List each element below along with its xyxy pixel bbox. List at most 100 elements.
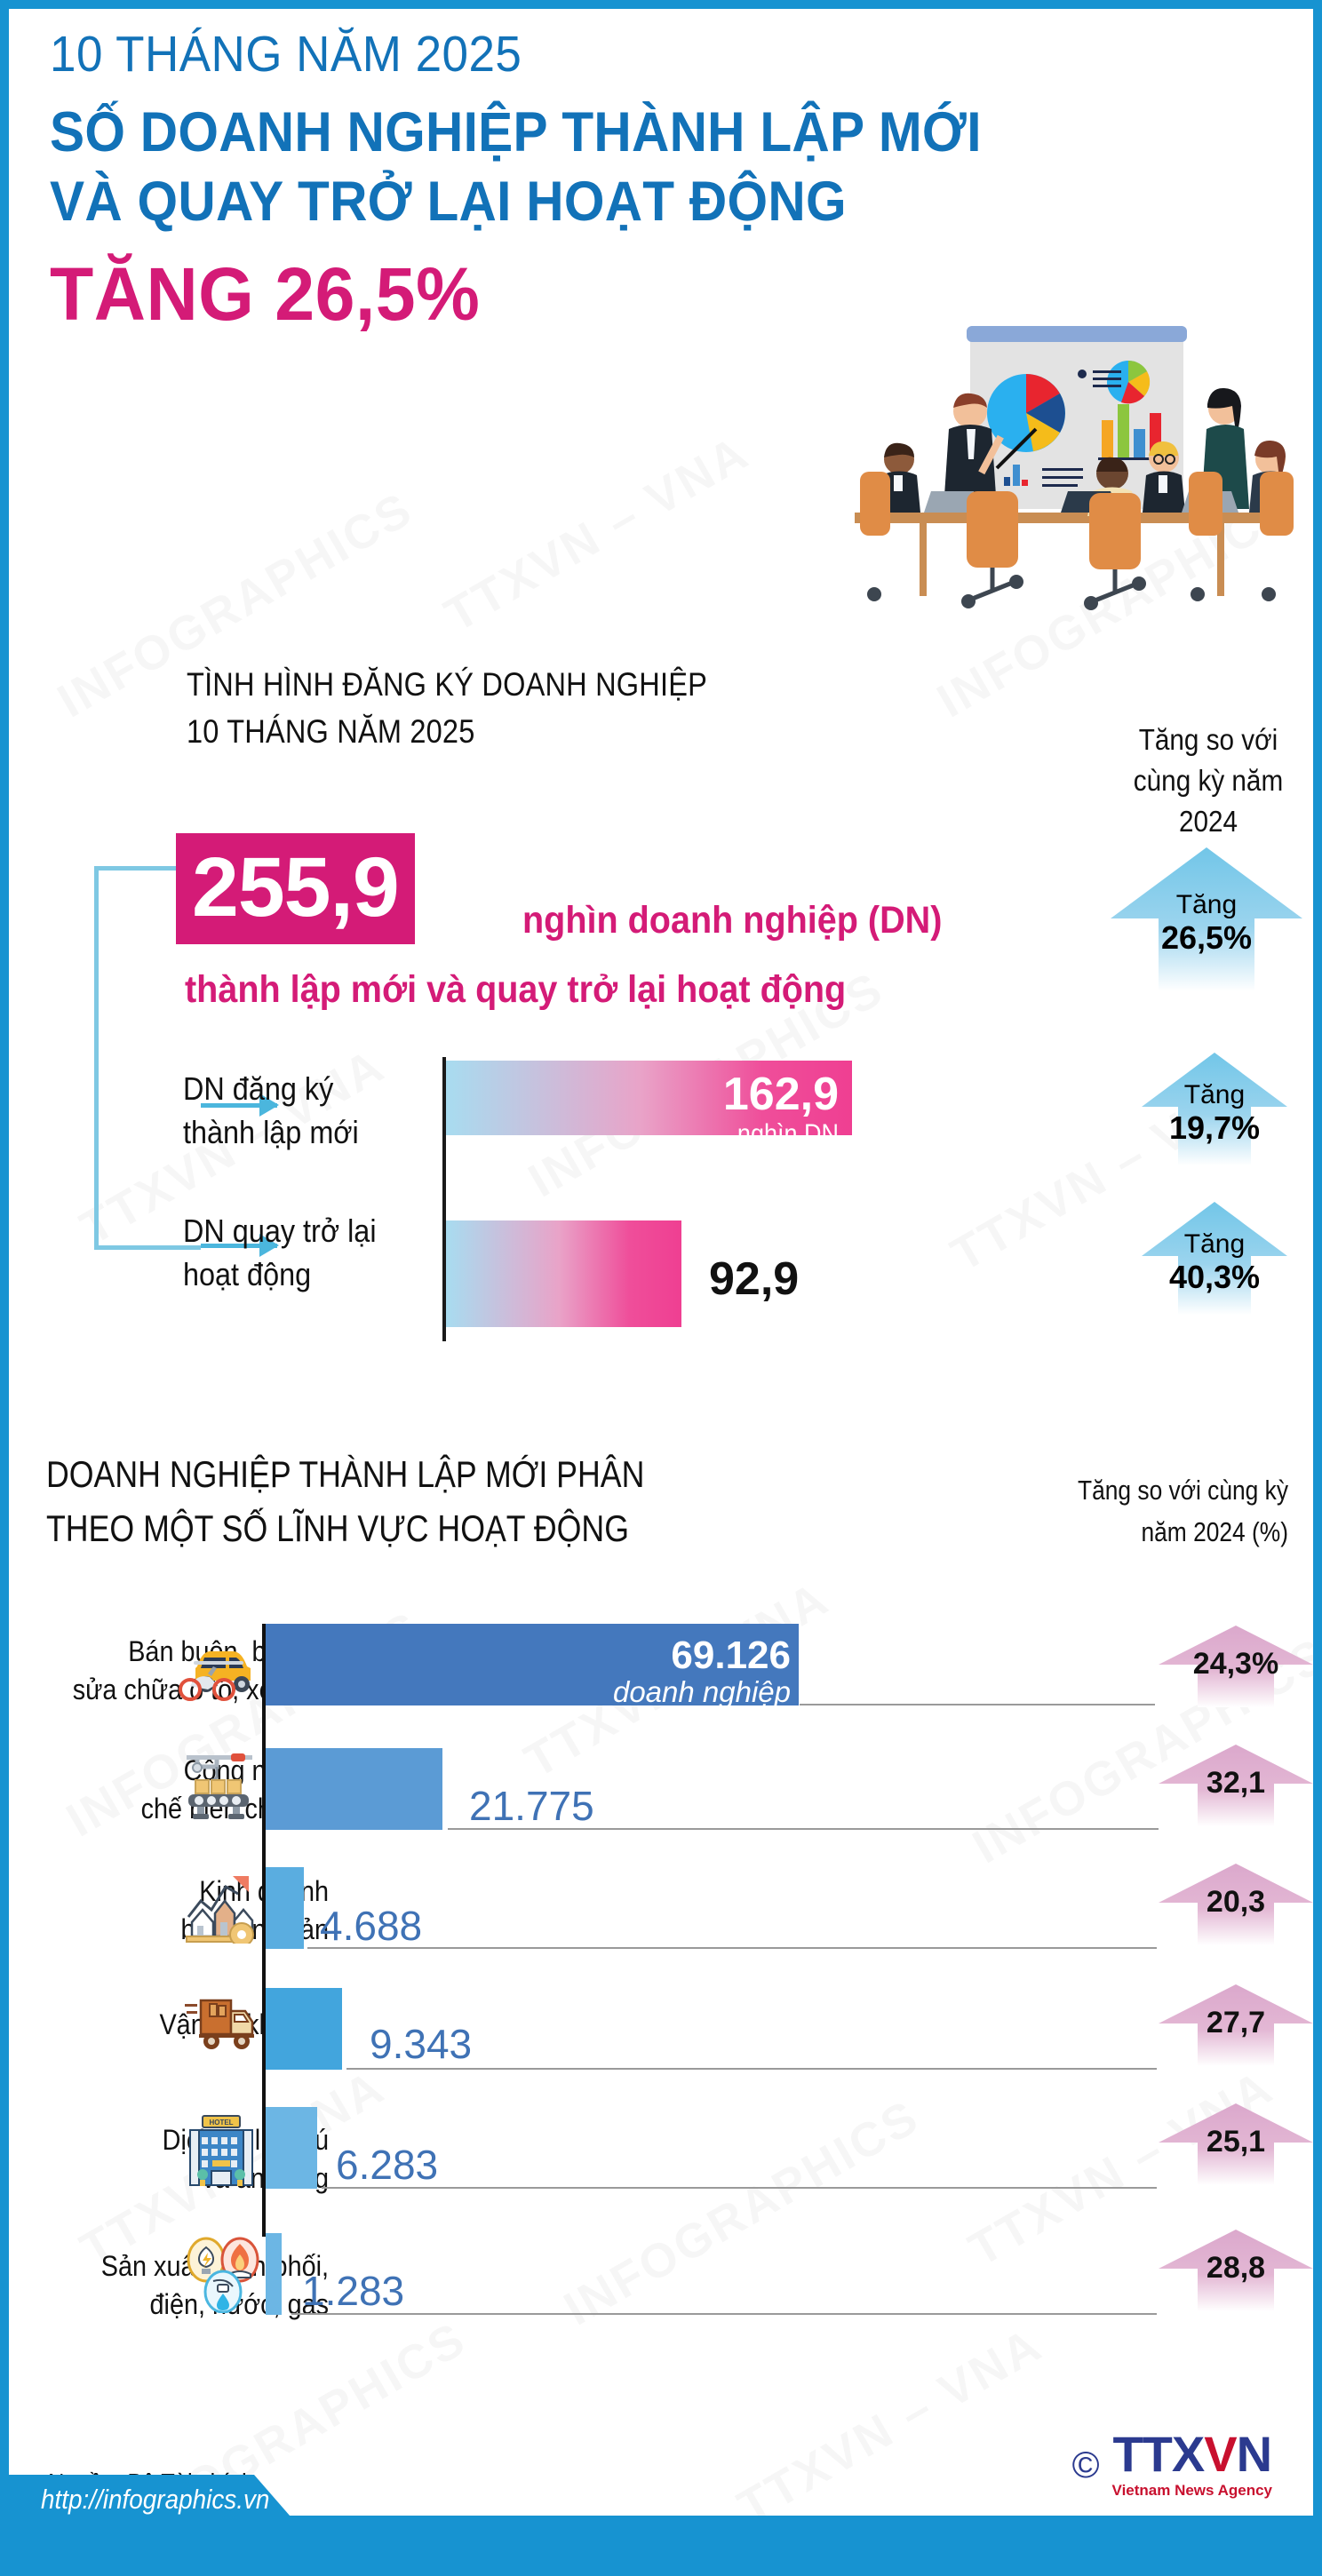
section2-compare-header: Tăng so với cùng kỳ năm 2024 (%)	[1062, 1470, 1288, 1553]
header-title-line2: VÀ QUAY TRỞ LẠI HOẠT ĐỘNG	[50, 171, 847, 234]
section1-bar-value-0: 162,9	[722, 1069, 839, 1120]
section2-bar-4	[266, 2107, 317, 2189]
leader-line-1	[448, 1828, 1159, 1830]
leader-line-2	[307, 1947, 1157, 1949]
growth-value-sector-5: 28,8	[1206, 2251, 1266, 2285]
up-arrow-icon	[1159, 1864, 1313, 1945]
growth-label-1: Tăng	[1183, 1229, 1246, 1259]
growth-arrow-row-1: Tăng 40,3%	[1139, 1199, 1290, 1316]
growth-label-total: Tăng	[1175, 890, 1238, 919]
header-date: 10 THÁNG NĂM 2025	[50, 26, 522, 83]
growth-arrow-sector-3: 27,7	[1157, 1983, 1313, 2068]
growth-value-total: 26,5%	[1160, 918, 1253, 956]
up-arrow-icon	[1159, 1626, 1313, 1707]
growth-arrow-total: Tăng 26,5%	[1107, 844, 1306, 993]
section2-bar-value-4: 6.283	[336, 2142, 439, 2188]
section1-title: TÌNH HÌNH ĐĂNG KÝ DOANH NGHIỆP 10 THÁNG …	[187, 662, 707, 755]
compare-header-line2: cùng kỳ năm 2024	[1133, 764, 1284, 839]
section2-bar-value-5: 1.283	[302, 2268, 405, 2314]
headline-unit: nghìn doanh nghiệp (DN)	[522, 899, 943, 942]
footer-url[interactable]: http://infographics.vn	[41, 2484, 270, 2515]
factory-conveyor-icon	[181, 1750, 258, 1821]
section1-row-label-0: DN đăng ký thành lập mới	[183, 1068, 359, 1154]
bracket-connector	[94, 866, 201, 1250]
growth-arrow-sector-0: 24,3%	[1157, 1624, 1313, 1709]
row-label-line2: hoạt động	[183, 1255, 312, 1292]
growth-arrow-sector-5: 28,8	[1157, 2228, 1313, 2313]
up-arrow-icon	[1142, 1053, 1287, 1165]
copyright-icon: ©	[1071, 2443, 1100, 2485]
growth-value-sector-1: 32,1	[1206, 1766, 1266, 1800]
up-arrow-icon	[1159, 1745, 1313, 1826]
growth-arrow-row-0: Tăng 19,7%	[1139, 1050, 1290, 1167]
up-arrow-icon	[1111, 847, 1302, 991]
header-title-line1: SỐ DOANH NGHIỆP THÀNH LẬP MỚI	[50, 100, 982, 163]
up-arrow-icon	[1159, 1984, 1313, 2066]
section2-bar-2	[266, 1867, 304, 1949]
section2-bar-0	[266, 1624, 799, 1705]
growth-label-0: Tăng	[1183, 1080, 1246, 1109]
section2-bar-value-1: 21.775	[469, 1783, 594, 1829]
growth-value-sector-3: 27,7	[1206, 2006, 1266, 2039]
section2-title-line1: DOANH NGHIỆP THÀNH LẬP MỚI PHÂN	[46, 1453, 645, 1495]
page-header: 10 THÁNG NĂM 2025 SỐ DOANH NGHIỆP THÀNH …	[50, 28, 1294, 335]
section2-bar-1	[266, 1748, 442, 1830]
section2-title: DOANH NGHIỆP THÀNH LẬP MỚI PHÂN THEO MỘT…	[46, 1448, 644, 1556]
watermark: TTXVN – VNA	[435, 425, 759, 643]
growth-value-sector-4: 25,1	[1206, 2125, 1266, 2159]
growth-arrow-sector-2: 20,3	[1157, 1862, 1313, 1947]
footer-bar	[9, 2516, 1313, 2567]
section2-compare-line1: Tăng so với cùng kỳ	[1078, 1475, 1288, 1506]
growth-value-1: 40,3%	[1168, 1258, 1261, 1295]
watermark: TTXVN – VNA	[729, 2317, 1052, 2535]
up-arrow-icon	[1142, 1202, 1287, 1315]
section1-compare-header: Tăng so với cùng kỳ năm 2024	[1112, 720, 1304, 843]
leader-line-0	[800, 1704, 1155, 1705]
up-arrow-icon	[1159, 2103, 1313, 2185]
section1-bar-value-1: 92,9	[709, 1253, 800, 1305]
section2-compare-line2: năm 2024 (%)	[1141, 1515, 1288, 1547]
section2-axis	[262, 1624, 266, 2237]
growth-arrow-sector-1: 32,1	[1157, 1743, 1313, 1828]
section2-bar-value-0: 69.126	[671, 1634, 791, 1677]
row-label-line1: DN đăng ký	[183, 1070, 334, 1107]
compare-header-line1: Tăng so với	[1138, 723, 1278, 756]
section1-axis	[442, 1057, 446, 1341]
section2-bar-value-2: 4.688	[320, 1903, 423, 1949]
section1-bar-0	[446, 1061, 852, 1135]
business-meeting-presentation-illustration	[835, 315, 1313, 626]
section2-bar-3	[266, 1988, 342, 2070]
watermark: INFOGRAPHICS	[555, 2089, 929, 2337]
header-highlight: TĂNG 26,5%	[50, 251, 481, 336]
car-motorbike-icon	[178, 1636, 258, 1704]
growth-value-sector-2: 20,3	[1206, 1885, 1266, 1919]
growth-value-0: 19,7%	[1168, 1109, 1261, 1146]
row-label-line1: DN quay trở lại	[183, 1212, 377, 1249]
section2-bar-value-3: 9.343	[370, 2021, 473, 2067]
logo-tagline: Vietnam News Agency	[1111, 2482, 1272, 2499]
section2-title-line2: THEO MỘT SỐ LĨNH VỰC HOẠT ĐỘNG	[46, 1507, 629, 1549]
section1-title-line1: TÌNH HÌNH ĐĂNG KÝ DOANH NGHIỆP	[187, 666, 707, 703]
growth-value-sector-0: 24,3%	[1192, 1647, 1279, 1681]
bracket-arrow-row1	[201, 1093, 279, 1117]
row-label-line1: Kinh doanh	[199, 1875, 329, 1907]
logo-wordmark: TTXVN	[1112, 2426, 1272, 2482]
delivery-truck-icon	[183, 1992, 259, 2054]
real-estate-growth-icon	[181, 1869, 258, 1947]
up-arrow-icon	[1159, 2230, 1313, 2311]
leader-line-4	[322, 2187, 1157, 2189]
section2-bar-unit-0: doanh nghiệp	[612, 1675, 791, 1708]
electricity-water-gas-icon	[185, 2237, 261, 2314]
headline-description: thành lập mới và quay trở lại hoạt động	[185, 968, 847, 1011]
section1-row-label-1: DN quay trở lại hoạt động	[183, 1210, 377, 1296]
section1-bar-1	[446, 1220, 681, 1327]
growth-arrow-sector-4: 25,1	[1157, 2102, 1313, 2187]
svg-text:HOTEL: HOTEL	[209, 2119, 233, 2127]
section1-bar-unit-0: nghìn DN	[737, 1119, 839, 1149]
headline-value: 255,9	[176, 833, 415, 944]
leader-line-5	[291, 2313, 1157, 2315]
section2-bar-5	[266, 2233, 282, 2315]
hotel-icon: HOTEL	[185, 2112, 258, 2190]
row-label-line2: thành lập mới	[183, 1113, 359, 1150]
